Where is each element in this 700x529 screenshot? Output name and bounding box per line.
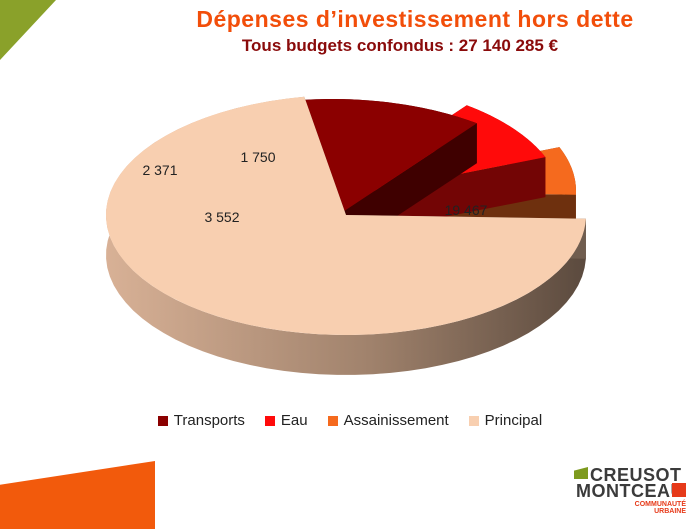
chart-subtitle: Tous budgets confondus : 27 140 285 € bbox=[241, 36, 559, 55]
pie-slice-top-principal bbox=[106, 96, 586, 335]
legend-item-eau: Eau bbox=[264, 412, 308, 429]
legend-label: Eau bbox=[280, 412, 308, 429]
pie-slice-top-transports bbox=[290, 98, 477, 219]
logo-subtitle-line2: URBAINE bbox=[654, 508, 686, 515]
logo-word-montceau: MONTCEAU bbox=[576, 481, 684, 501]
logo-mark-green bbox=[574, 467, 588, 479]
legend-label: Transports bbox=[173, 412, 245, 429]
chart-title: Dépenses d’investissement hors dette bbox=[196, 6, 634, 32]
corner-decoration-top bbox=[0, 0, 56, 60]
chart-legend: Transports Eau Assainissement Principal bbox=[0, 412, 700, 430]
pie-slice-principal bbox=[106, 96, 586, 375]
legend-item-transports: Transports bbox=[157, 412, 245, 429]
logo-subtitle-line1: COMMUNAUTÉ bbox=[634, 501, 686, 508]
legend-item-assainissement: Assainissement bbox=[327, 412, 449, 429]
legend-label: Principal bbox=[484, 412, 543, 429]
data-label-assainissement: 1 750 bbox=[240, 149, 275, 165]
legend-swatch bbox=[264, 415, 275, 426]
data-label-transports: 3 552 bbox=[204, 209, 239, 225]
logo-word-creusot: CREUSOT bbox=[590, 465, 682, 485]
legend-swatch bbox=[468, 415, 479, 426]
logo-subtitle: COMMUNAUTÉ URBAINE bbox=[635, 501, 686, 515]
company-logo: CREUSOT MONTCEAU COMMUNAUTÉ URBAINE bbox=[574, 461, 686, 519]
logo-mark-red bbox=[672, 483, 686, 497]
legend-item-principal: Principal bbox=[468, 412, 543, 429]
legend-swatch bbox=[157, 415, 168, 426]
legend-swatch bbox=[327, 415, 338, 426]
data-label-principal: 19 467 bbox=[445, 202, 488, 218]
data-label-eau: 2 371 bbox=[142, 162, 177, 178]
legend-label: Assainissement bbox=[343, 412, 449, 429]
